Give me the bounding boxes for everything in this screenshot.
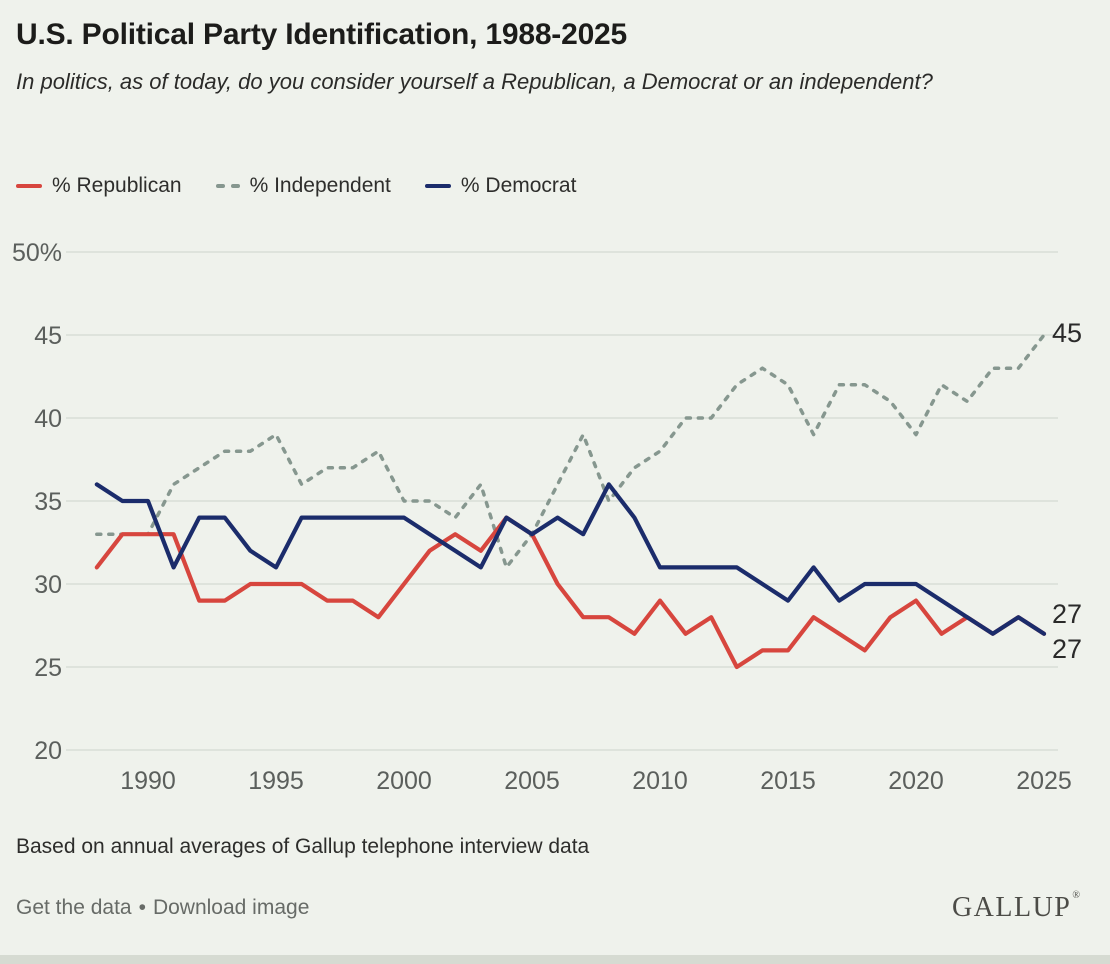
x-tick-label-2015: 2015 — [760, 767, 816, 795]
y-tick-label-30: 30 — [34, 571, 62, 599]
gallup-logo[interactable]: GALLUP® — [952, 890, 1080, 924]
democrat-line — [94, 482, 1047, 636]
republican-line-swatch — [16, 184, 42, 188]
x-tick-label-1995: 1995 — [248, 767, 304, 795]
bottom-edge-strip — [0, 955, 1110, 964]
republican-line — [94, 515, 1047, 670]
legend-label-democrat: % Democrat — [460, 174, 577, 197]
independent-line-swatch — [215, 184, 240, 188]
gallup-wordmark: GALLUP — [951, 892, 1072, 923]
legend-label-independent: % Independent — [249, 174, 391, 197]
y-tick-label-35: 35 — [34, 488, 62, 516]
y-tick-label-20: 20 — [34, 737, 62, 765]
registered-trademark-mark: ® — [1072, 890, 1080, 901]
republican-end-value-label: 27 — [1052, 634, 1083, 664]
party-identification-line-chart: 50% 45 40 35 30 25 20 1990 1995 2000 2005 2010 2015… — [12, 239, 1072, 795]
page-title: U.S. Political Party Identification, 198… — [16, 18, 628, 51]
legend-item-independent: % Independent — [215, 174, 391, 198]
x-tick-label-2020: 2020 — [888, 767, 944, 795]
gridlines — [66, 251, 1058, 751]
x-tick-label-2010: 2010 — [632, 767, 688, 795]
link-separator: • — [138, 896, 146, 919]
y-tick-label-40: 40 — [34, 405, 62, 433]
democrat-line-swatch — [424, 184, 451, 188]
legend-item-democrat: % Democrat — [424, 174, 577, 198]
legend-item-republican: % Republican — [16, 174, 182, 198]
get-the-data-link[interactable]: Get the data — [16, 896, 132, 919]
independent-end-value-label: 45 — [1052, 318, 1083, 348]
footer-links: Get the data • Download image — [16, 896, 309, 920]
x-tick-label-2000: 2000 — [376, 767, 432, 795]
survey-question-subtitle: In politics, as of today, do you conside… — [16, 69, 933, 94]
x-tick-label-1990: 1990 — [120, 767, 176, 795]
x-tick-label-2005: 2005 — [504, 767, 560, 795]
x-axis-tick-labels: 1990 1995 2000 2005 2010 2015 2020 2025 — [120, 767, 1072, 795]
independent-line — [95, 333, 1046, 570]
democrat-end-value-label: 27 — [1052, 599, 1083, 629]
legend-label-republican: % Republican — [52, 174, 182, 197]
x-tick-label-2025: 2025 — [1016, 767, 1072, 795]
y-tick-label-45: 45 — [34, 322, 62, 350]
download-image-link[interactable]: Download image — [152, 896, 310, 919]
chart-legend: % Republican % Independent % Democrat — [16, 174, 610, 198]
series-lines — [94, 333, 1047, 670]
source-note: Based on annual averages of Gallup telep… — [16, 835, 590, 858]
y-axis-tick-labels: 50% 45 40 35 30 25 20 — [12, 239, 62, 765]
y-tick-label-25: 25 — [34, 654, 62, 682]
y-tick-label-50: 50% — [12, 239, 62, 267]
